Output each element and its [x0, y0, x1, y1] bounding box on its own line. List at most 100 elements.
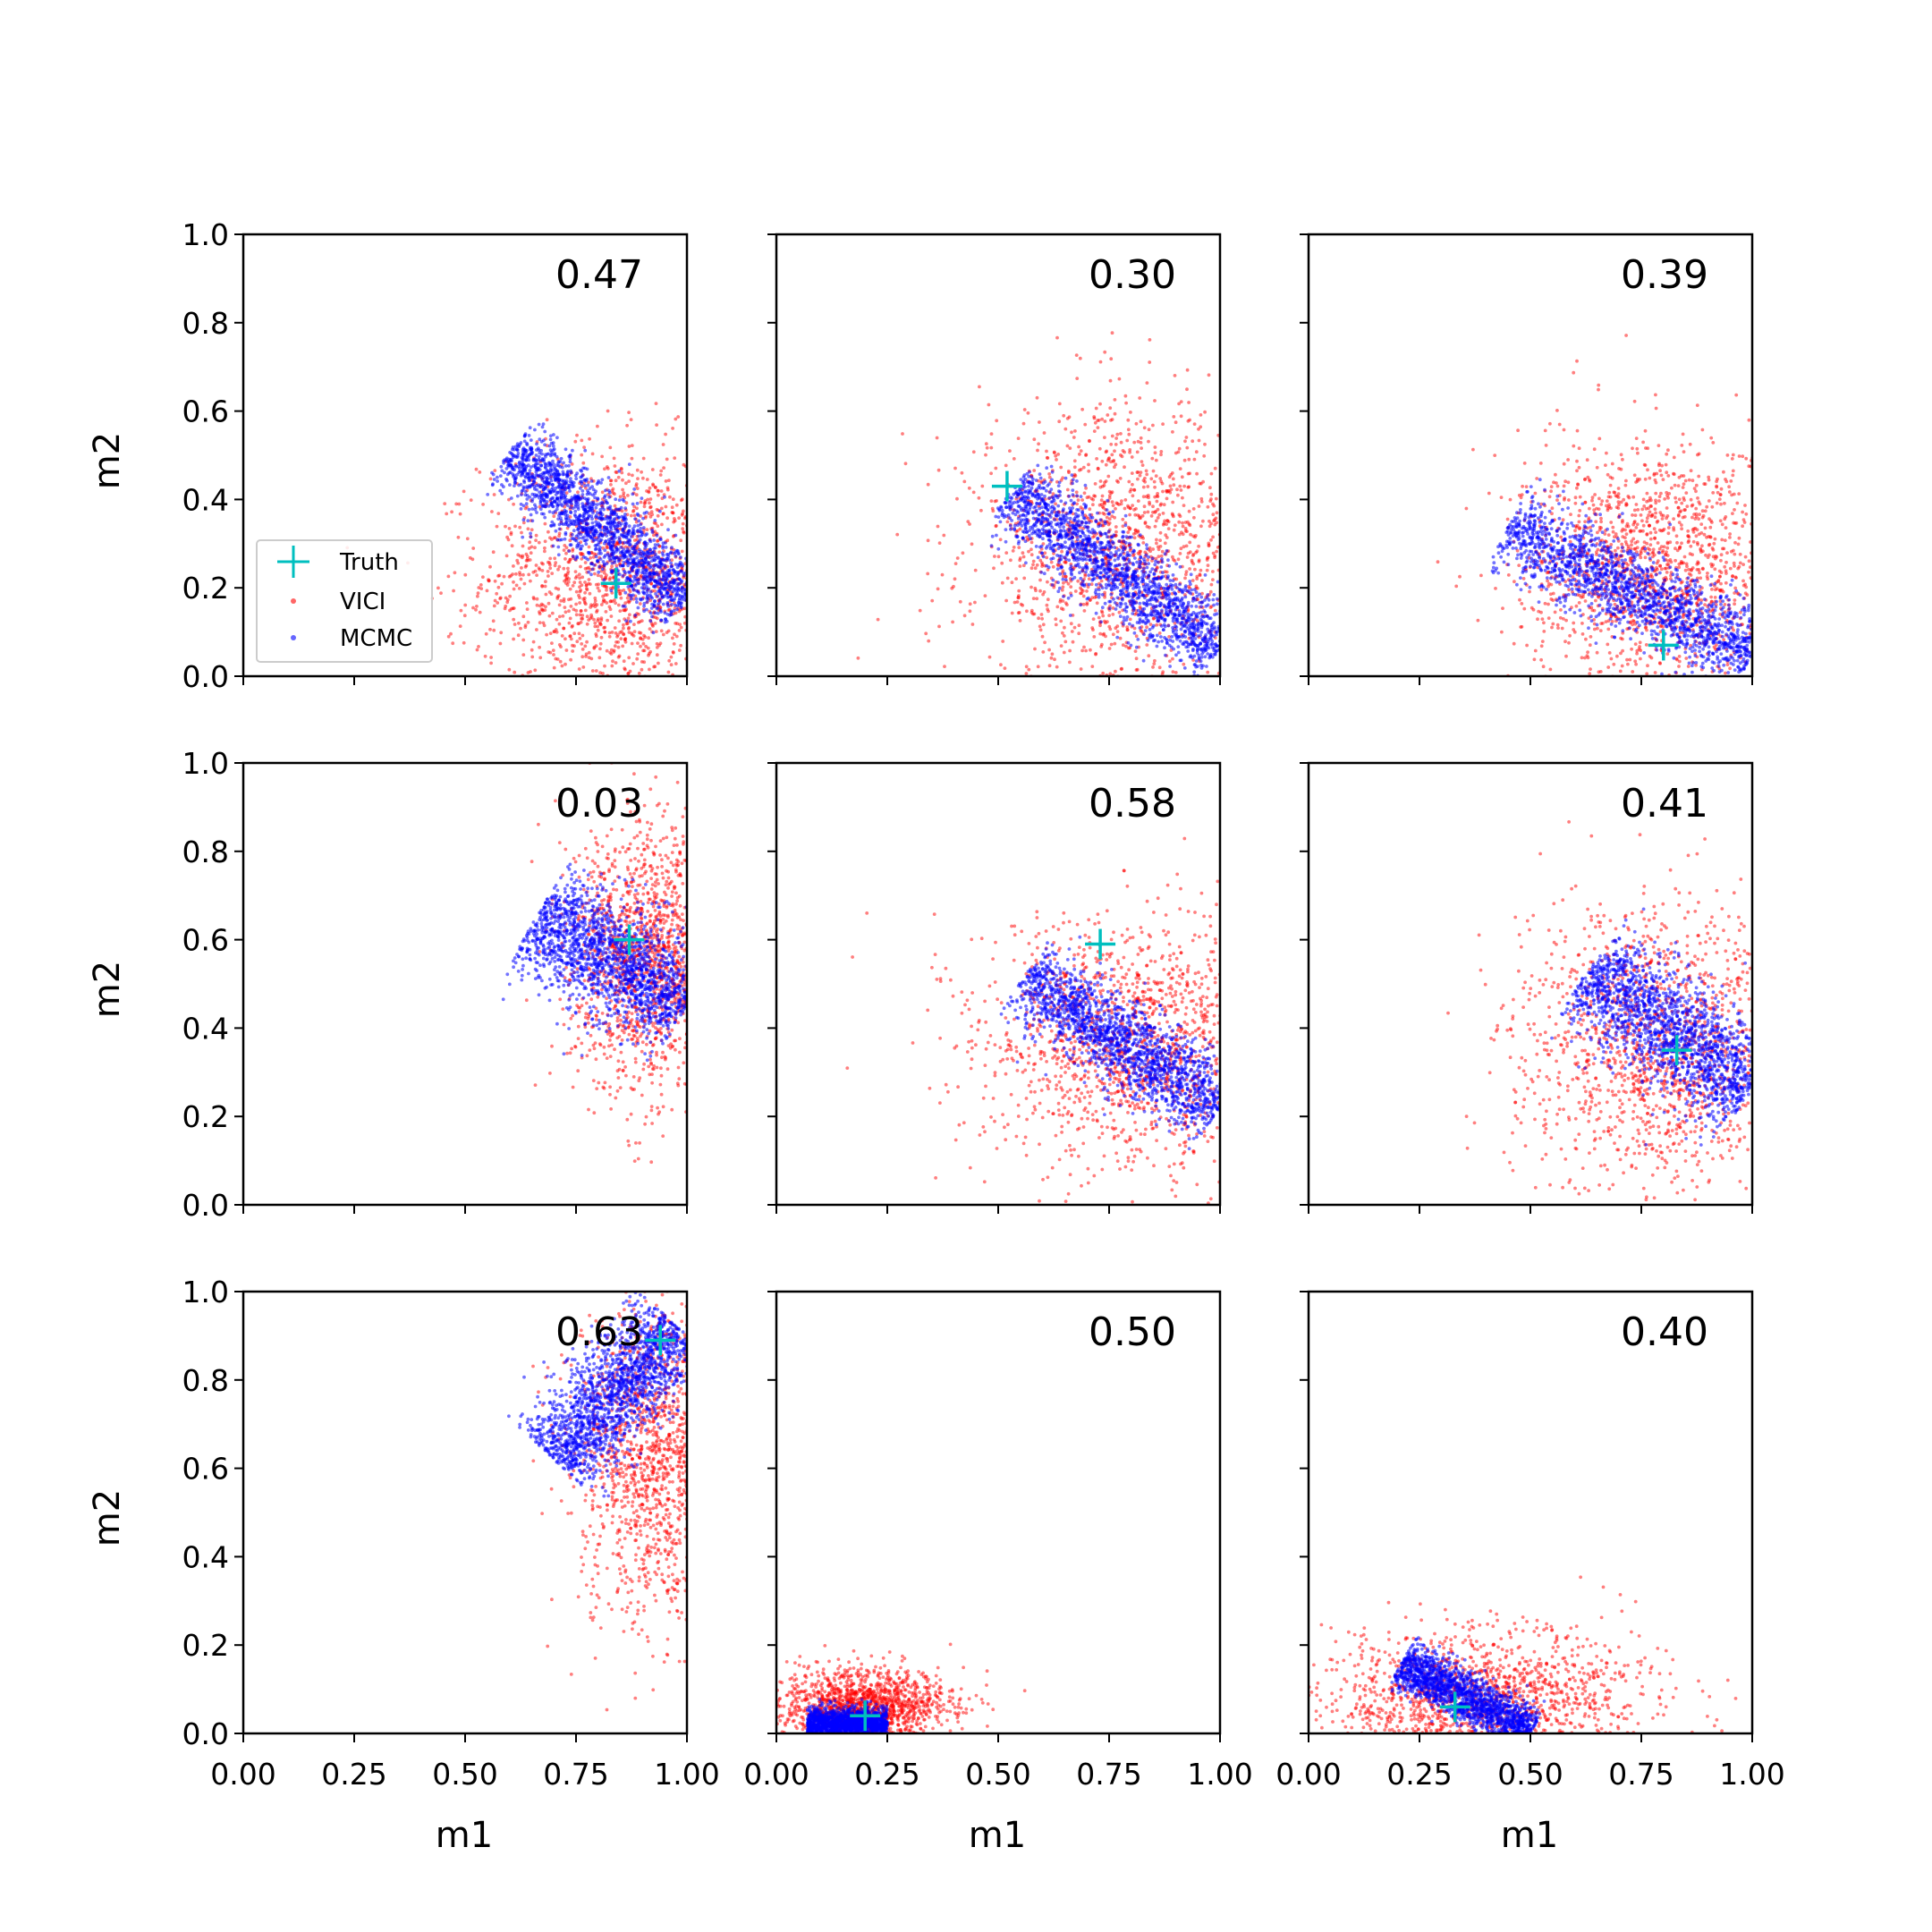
- mcmc-point: [1199, 614, 1204, 618]
- vici-point: [519, 626, 522, 631]
- mcmc-point: [516, 453, 520, 458]
- mcmc-point: [541, 422, 546, 426]
- vici-point: [593, 598, 597, 603]
- mcmc-point: [498, 474, 503, 478]
- mcmc-point: [1153, 563, 1157, 567]
- mcmc-point: [610, 531, 614, 535]
- mcmc-point: [638, 547, 641, 552]
- vici-point: [692, 570, 696, 573]
- mcmc-point: [565, 472, 569, 477]
- vici-point: [679, 643, 682, 648]
- vici-point: [1072, 459, 1077, 463]
- vici-point: [1121, 524, 1125, 529]
- mcmc-point: [1083, 505, 1088, 510]
- mcmc-point: [567, 486, 572, 490]
- vici-point: [1147, 439, 1150, 444]
- mcmc-point: [657, 597, 662, 602]
- vici-point: [1030, 585, 1033, 589]
- mcmc-point: [665, 612, 670, 616]
- vici-point: [1104, 621, 1107, 625]
- mcmc-point: [631, 593, 635, 597]
- mcmc-point: [657, 572, 660, 577]
- mcmc-point: [1124, 609, 1129, 614]
- vici-point: [1016, 596, 1021, 600]
- vici-point: [1170, 471, 1174, 475]
- vici-point: [1189, 532, 1192, 537]
- vici-point: [1114, 506, 1117, 511]
- vici-point: [1030, 566, 1034, 571]
- vici-point: [984, 442, 988, 446]
- mcmc-point: [577, 530, 581, 535]
- vici-point: [604, 610, 608, 614]
- mcmc-point: [527, 434, 531, 437]
- vici-point: [539, 607, 544, 612]
- mcmc-point: [658, 537, 662, 541]
- vici-point: [627, 479, 631, 483]
- vici-point: [1107, 489, 1112, 494]
- mcmc-point: [618, 523, 623, 528]
- mcmc-point: [597, 524, 602, 529]
- mcmc-point: [526, 471, 530, 476]
- mcmc-point: [533, 507, 538, 512]
- vici-point: [567, 621, 572, 625]
- vici-point: [1088, 507, 1092, 512]
- vici-point: [582, 445, 586, 449]
- mcmc-point: [1069, 498, 1073, 503]
- vici-point: [1063, 640, 1068, 644]
- vici-point: [1010, 580, 1014, 585]
- vici-point: [999, 663, 1003, 667]
- vici-point: [1092, 635, 1097, 639]
- vici-point: [1161, 489, 1165, 494]
- vici-point: [1024, 672, 1029, 675]
- mcmc-point: [540, 452, 544, 456]
- mcmc-point: [644, 575, 648, 579]
- vici-point: [1084, 486, 1088, 490]
- mcmc-point: [647, 563, 651, 567]
- mcmc-point: [650, 602, 654, 606]
- vici-point: [584, 583, 589, 588]
- vici-point: [527, 572, 531, 577]
- mcmc-point: [600, 534, 605, 538]
- vici-point: [970, 542, 974, 547]
- vici-point: [1046, 580, 1049, 584]
- vici-point: [600, 490, 605, 495]
- mcmc-point: [556, 545, 561, 549]
- mcmc-point: [624, 579, 629, 582]
- mcmc-point: [521, 504, 526, 508]
- mcmc-point: [643, 581, 648, 586]
- vici-point: [533, 668, 538, 673]
- vici-point: [550, 538, 554, 541]
- mcmc-point: [628, 554, 632, 558]
- vici-point: [650, 468, 655, 471]
- vici-point: [1183, 527, 1188, 530]
- mcmc-point: [663, 495, 666, 499]
- mcmc-point: [637, 534, 640, 538]
- vici-point: [1079, 449, 1083, 453]
- mcmc-point: [673, 572, 676, 575]
- vici-point: [554, 561, 558, 564]
- mcmc-point: [491, 482, 495, 487]
- mcmc-point: [1049, 511, 1054, 515]
- mcmc-point: [608, 546, 613, 549]
- mcmc-point: [531, 463, 536, 468]
- mcmc-point: [577, 497, 581, 501]
- mcmc-point: [637, 519, 641, 523]
- vici-point: [1136, 470, 1140, 474]
- vici-point: [1199, 413, 1203, 417]
- mcmc-point: [1123, 602, 1128, 606]
- vici-point: [657, 643, 661, 648]
- vici-point: [626, 627, 631, 631]
- mcmc-point: [557, 527, 562, 531]
- vici-point: [538, 656, 543, 660]
- vici-point: [674, 503, 679, 507]
- mcmc-point: [656, 594, 660, 598]
- vici-point: [492, 628, 496, 632]
- mcmc-point: [658, 509, 662, 513]
- vici-point: [1152, 662, 1157, 665]
- mcmc-point: [1199, 605, 1203, 609]
- mcmc-point: [690, 554, 693, 557]
- vici-point: [1059, 465, 1063, 470]
- mcmc-point: [689, 577, 692, 580]
- vici-point: [572, 631, 577, 636]
- vici-point: [561, 614, 565, 618]
